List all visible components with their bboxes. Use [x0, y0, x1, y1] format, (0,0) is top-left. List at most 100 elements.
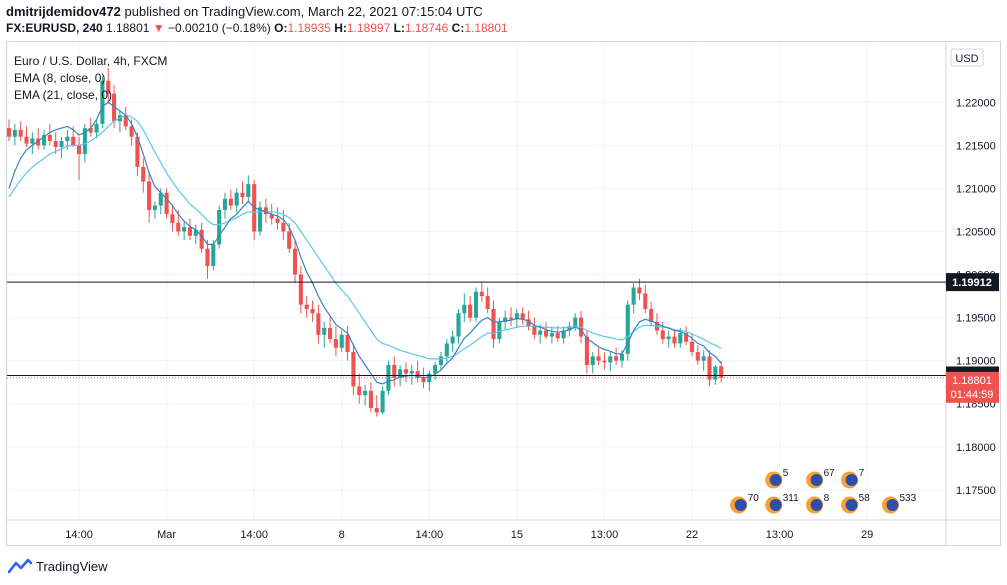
event-count: 67: [824, 468, 836, 479]
candle-body: [719, 366, 724, 378]
candle-body: [503, 317, 508, 322]
candle-body: [660, 330, 665, 340]
candle-body: [666, 336, 671, 340]
candle-body: [392, 364, 397, 378]
currency-label: USD: [955, 53, 978, 65]
candle-body: [281, 222, 286, 232]
candle-body: [310, 308, 315, 314]
candle-body: [637, 287, 642, 294]
candle-body: [129, 126, 134, 137]
event-count: 5: [783, 468, 789, 479]
y-tick-label: 1.18000: [956, 442, 996, 454]
candle-body: [363, 390, 368, 396]
x-tick-label: 14:00: [65, 529, 93, 541]
candle-body: [444, 343, 449, 357]
ema21-line: [8, 114, 722, 360]
candle-body: [456, 313, 461, 337]
y-tick-label: 1.21000: [956, 183, 996, 195]
tradingview-logo-icon: [8, 558, 32, 574]
candle-body: [36, 138, 41, 146]
candle-body: [584, 336, 589, 365]
candle-body: [678, 333, 683, 344]
candle-body: [468, 304, 473, 318]
candle-body: [263, 207, 268, 215]
candle-body: [555, 333, 560, 339]
publish-info: dmitrijdemidov472 published on TradingVi…: [6, 4, 483, 19]
event-flag-icon: [845, 499, 858, 511]
candle-body: [602, 360, 607, 363]
event-flag-icon: [769, 499, 782, 511]
candle-body: [147, 181, 152, 210]
candle-body: [240, 192, 245, 198]
candle-body: [497, 321, 502, 340]
y-tick-label: 1.19000: [956, 356, 996, 368]
candle-body: [631, 287, 636, 305]
low-label: L:: [393, 21, 405, 35]
y-tick-label: 1.17500: [956, 485, 996, 497]
candle-body: [24, 136, 29, 144]
candle-body: [176, 222, 181, 232]
candle-body: [351, 352, 356, 387]
candle-body: [182, 227, 187, 232]
candle-body: [59, 141, 64, 148]
legend-title: Euro / U.S. Dollar, 4h, FXCM: [14, 54, 168, 68]
candle-body: [123, 115, 128, 127]
candle-body: [298, 274, 303, 305]
candle-body: [398, 369, 403, 378]
candle-body: [514, 313, 519, 320]
candle-body: [619, 353, 624, 361]
candle-body: [211, 244, 216, 266]
countdown-label: 01:44:59: [951, 389, 994, 401]
event-count: 311: [783, 493, 799, 504]
candle-body: [357, 386, 362, 396]
low-value: 1.18746: [404, 21, 449, 35]
candle-body: [345, 334, 350, 353]
legend-ema21[interactable]: EMA (21, close, 0): [14, 88, 113, 102]
author-name[interactable]: dmitrijdemidov472: [6, 4, 121, 19]
candle-body: [187, 227, 193, 236]
published-text: published on TradingView.com, March 22, …: [124, 4, 483, 19]
candle-body: [322, 327, 327, 335]
event-flag-icon: [734, 499, 747, 511]
candle-body: [462, 304, 467, 314]
candle-body: [100, 80, 105, 124]
event-count: 70: [748, 493, 760, 504]
candle-body: [339, 334, 344, 348]
x-tick-label: 14:00: [240, 529, 268, 541]
last-price: 1.18801: [106, 21, 150, 35]
open-label: O:: [274, 21, 288, 35]
candle-body: [234, 192, 239, 206]
last-price-label-bg: [946, 371, 999, 403]
candle-body: [205, 248, 210, 266]
candle-body: [491, 308, 496, 340]
candle-body: [12, 129, 17, 137]
candle-body: [713, 366, 718, 380]
y-tick-label: 1.22000: [956, 97, 996, 109]
x-tick-label: 29: [861, 529, 873, 541]
candle-body: [135, 136, 140, 167]
candle-body: [427, 373, 432, 383]
y-tick-label: 1.19500: [956, 313, 996, 325]
footer-brand[interactable]: TradingView: [8, 558, 108, 574]
candle-body: [88, 128, 93, 133]
candle-body: [41, 135, 47, 146]
candle-body: [53, 141, 58, 148]
candle-body: [47, 135, 52, 142]
candle-body: [590, 356, 595, 365]
candle-body: [643, 293, 648, 309]
footer-brand-name: TradingView: [36, 558, 108, 574]
candle-body: [71, 136, 76, 146]
candle-body: [18, 129, 23, 137]
candle-body: [275, 218, 280, 223]
open-value: 1.18935: [287, 21, 331, 35]
candle-body: [269, 214, 274, 219]
legend-ema8[interactable]: EMA (8, close, 0): [14, 71, 106, 85]
candle-body: [520, 313, 525, 320]
candle-body: [415, 371, 420, 378]
event-flag-icon: [810, 499, 823, 511]
event-count: 8: [824, 493, 830, 504]
symbol: FX:EURUSD, 240: [6, 21, 103, 35]
candle-body: [544, 330, 549, 337]
candle-body: [316, 313, 321, 335]
